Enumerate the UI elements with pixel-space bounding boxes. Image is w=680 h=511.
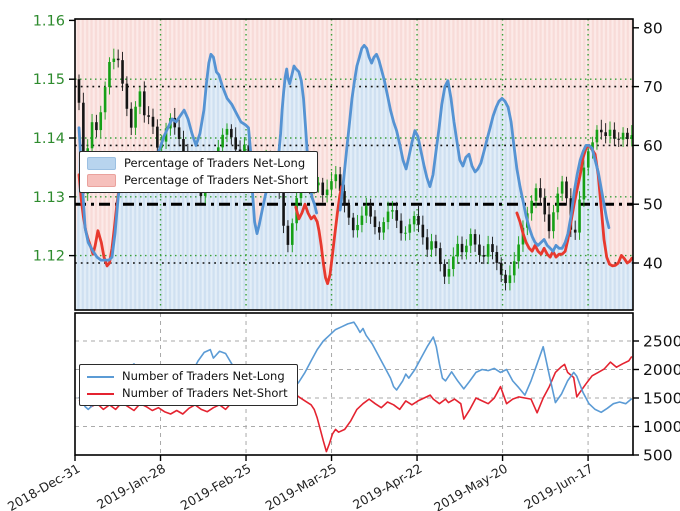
legend-label-count-net-long: Number of Traders Net-Long	[122, 369, 285, 383]
svg-text:40: 40	[643, 255, 663, 273]
legend-item-pct-net-short: Percentage of Traders Net-Short	[87, 173, 309, 188]
net-long-line-swatch	[87, 375, 114, 378]
net-long-patch-swatch	[87, 157, 116, 171]
svg-text:1.12: 1.12	[33, 249, 65, 265]
svg-text:1000: 1000	[643, 418, 680, 436]
svg-text:50: 50	[643, 196, 663, 214]
legend-item-pct-net-long: Percentage of Traders Net-Long	[87, 156, 308, 171]
svg-text:1.15: 1.15	[33, 72, 65, 88]
net-short-line-swatch	[87, 392, 114, 395]
svg-text:70: 70	[643, 78, 663, 96]
svg-text:2019-Feb-25: 2019-Feb-25	[178, 461, 254, 511]
svg-text:2019-Mar-25: 2019-Mar-25	[263, 461, 339, 511]
svg-text:2019-Jan-28: 2019-Jan-28	[94, 461, 168, 511]
svg-text:1.16: 1.16	[33, 13, 65, 29]
svg-text:1.14: 1.14	[33, 131, 65, 147]
svg-text:1.13: 1.13	[33, 190, 65, 206]
svg-text:60: 60	[643, 137, 663, 155]
net-short-patch-swatch	[87, 174, 116, 188]
svg-text:500: 500	[643, 447, 673, 465]
legend-counts: Number of Traders Net-Long Number of Tra…	[79, 364, 298, 407]
legend-item-count-net-short: Number of Traders Net-Short	[87, 386, 288, 401]
svg-text:2500: 2500	[643, 333, 680, 351]
legend-label-pct-net-short: Percentage of Traders Net-Short	[124, 173, 309, 188]
svg-text:2018-Dec-31: 2018-Dec-31	[5, 461, 83, 511]
svg-text:2019-May-20: 2019-May-20	[431, 461, 510, 511]
legend-item-count-net-long: Number of Traders Net-Long	[87, 369, 288, 383]
svg-text:2019-Jun-17: 2019-Jun-17	[521, 461, 595, 511]
legend-label-count-net-short: Number of Traders Net-Short	[122, 386, 288, 401]
svg-text:1500: 1500	[643, 390, 680, 408]
svg-text:80: 80	[643, 19, 663, 37]
svg-text:2000: 2000	[643, 361, 680, 379]
legend-percentage: Percentage of Traders Net-Long Percentag…	[79, 151, 319, 194]
svg-text:2019-Apr-22: 2019-Apr-22	[350, 461, 424, 511]
legend-label-pct-net-long: Percentage of Traders Net-Long	[124, 156, 306, 170]
